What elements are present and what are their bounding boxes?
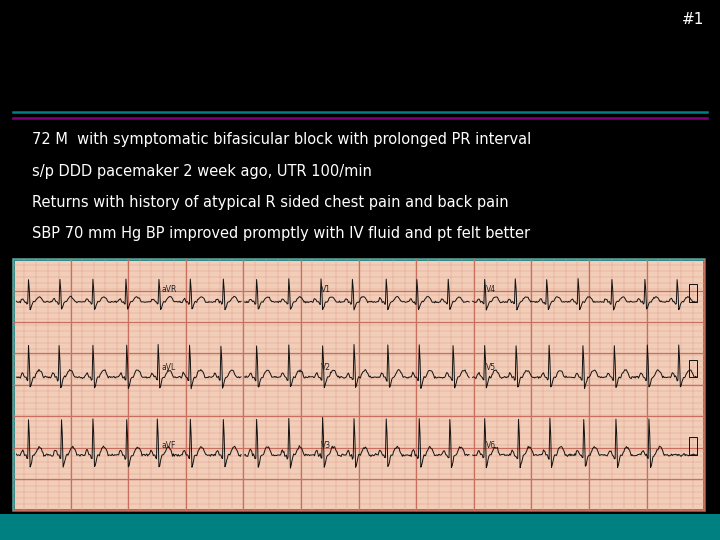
Bar (0, 514, 720, 540)
Text: V5: V5 (487, 363, 497, 372)
Text: s/p DDD pacemaker 2 week ago, UTR 100/min: s/p DDD pacemaker 2 week ago, UTR 100/mi… (32, 164, 372, 179)
Bar (689, 360, 697, 377)
Text: V2: V2 (320, 363, 330, 372)
Text: V1: V1 (320, 285, 330, 294)
Bar (689, 437, 697, 455)
Text: V6: V6 (487, 441, 497, 449)
Text: V3: V3 (320, 441, 330, 449)
Text: aVL: aVL (161, 363, 176, 372)
Bar (689, 284, 697, 302)
Text: V4: V4 (487, 285, 497, 294)
Text: aVR: aVR (161, 285, 177, 294)
Text: 72 M  with symptomatic bifasicular block with prolonged PR interval: 72 M with symptomatic bifasicular block … (32, 132, 531, 147)
Text: Returns with history of atypical R sided chest pain and back pain: Returns with history of atypical R sided… (32, 195, 509, 210)
Text: SBP 70 mm Hg BP improved promptly with IV fluid and pt felt better: SBP 70 mm Hg BP improved promptly with I… (32, 226, 531, 241)
Text: aVF: aVF (161, 441, 176, 449)
Bar (13, 259, 704, 510)
Text: #1: #1 (682, 12, 704, 27)
